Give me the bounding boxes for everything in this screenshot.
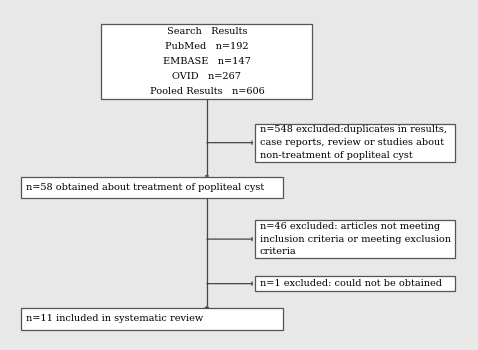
Bar	[21, 177, 282, 198]
Text: Search   Results: Search Results	[167, 27, 247, 36]
Text: EMBASE   n=147: EMBASE n=147	[163, 57, 251, 66]
Text: n=46 excluded: articles not meeting: n=46 excluded: articles not meeting	[260, 222, 440, 231]
Text: n=58 obtained about treatment of popliteal cyst: n=58 obtained about treatment of poplite…	[26, 183, 264, 192]
Bar	[255, 124, 455, 162]
Text: n=1 excluded: could not be obtained: n=1 excluded: could not be obtained	[260, 279, 442, 288]
Text: OVID   n=267: OVID n=267	[173, 72, 241, 80]
Text: n=548 excluded:duplicates in results,: n=548 excluded:duplicates in results,	[260, 125, 446, 134]
Bar	[255, 276, 455, 292]
Text: criteria: criteria	[260, 247, 296, 256]
Bar	[101, 24, 313, 99]
Text: n=11 included in systematic review: n=11 included in systematic review	[26, 314, 203, 323]
Text: non-treatment of popliteal cyst: non-treatment of popliteal cyst	[260, 151, 413, 160]
Text: inclusion criteria or meeting exclusion: inclusion criteria or meeting exclusion	[260, 234, 451, 244]
Text: case reports, review or studies about: case reports, review or studies about	[260, 138, 444, 147]
Text: Pooled Results   n=606: Pooled Results n=606	[150, 87, 264, 96]
Bar	[255, 220, 455, 258]
Text: PubMed   n=192: PubMed n=192	[165, 42, 249, 51]
Bar	[21, 308, 282, 330]
